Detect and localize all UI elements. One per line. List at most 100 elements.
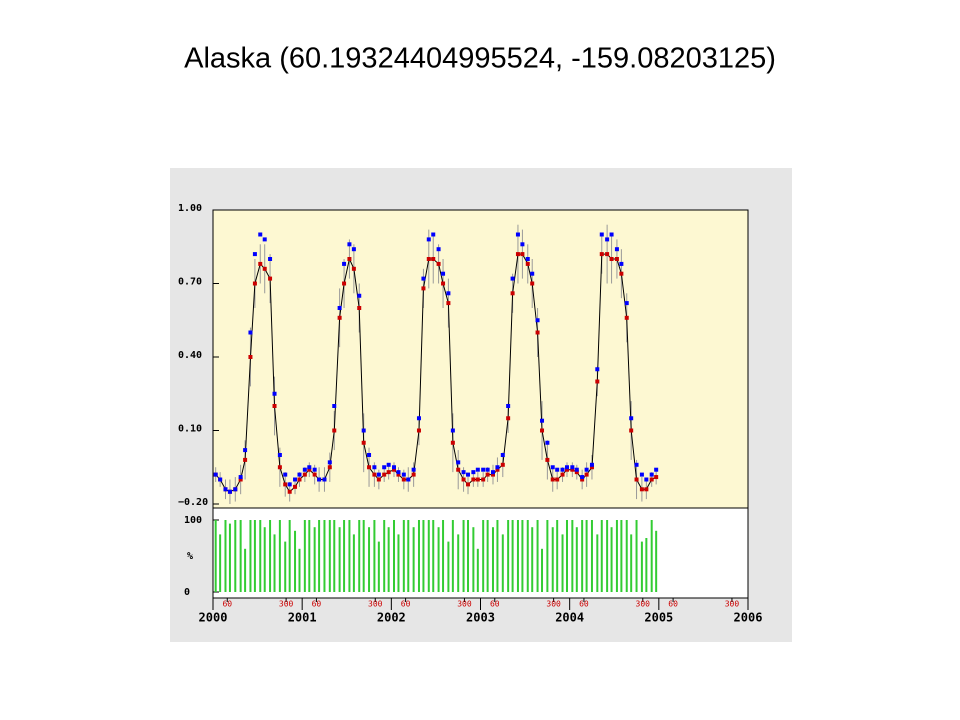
point [392, 467, 397, 472]
point [248, 330, 253, 335]
point [560, 472, 565, 477]
point [243, 457, 248, 462]
point [213, 472, 218, 477]
x-tick-label: 2004 [555, 611, 584, 625]
point [466, 482, 471, 487]
point [485, 467, 490, 472]
bar [581, 520, 584, 592]
bar [308, 520, 311, 592]
point [475, 467, 480, 472]
bar [501, 534, 504, 592]
y-tick-label: 0.10 [178, 424, 202, 435]
point [490, 470, 495, 475]
point [293, 477, 298, 482]
bar [655, 530, 658, 592]
point [367, 453, 372, 457]
point [436, 247, 441, 252]
point [307, 467, 312, 472]
bar [393, 520, 396, 592]
point [238, 475, 243, 480]
bar [228, 523, 231, 592]
point [272, 404, 277, 408]
bar [387, 527, 390, 592]
point [619, 271, 624, 276]
point [545, 457, 550, 462]
point [550, 465, 555, 470]
point [550, 477, 555, 482]
point [446, 301, 451, 306]
point [322, 477, 327, 482]
x-tick-label: 2001 [288, 611, 317, 625]
point [490, 472, 495, 477]
bar [491, 527, 494, 592]
point [262, 266, 267, 271]
upper-plot [212, 209, 749, 509]
point [555, 467, 560, 472]
point [629, 428, 634, 433]
bar [531, 527, 534, 592]
bar [313, 527, 316, 592]
point [411, 467, 416, 472]
point [535, 318, 540, 323]
point [515, 232, 520, 237]
day-tick-label: 60 [490, 600, 500, 609]
bar [259, 520, 262, 592]
point [396, 472, 401, 477]
bar [437, 527, 440, 592]
bar [432, 520, 435, 592]
y-tick-label: 0 [184, 587, 190, 598]
point [287, 482, 292, 487]
point [614, 257, 619, 261]
point [629, 416, 634, 421]
point [396, 470, 401, 475]
point [530, 281, 535, 286]
point [450, 440, 455, 445]
point [609, 257, 614, 261]
bar [625, 520, 628, 592]
point [386, 462, 391, 467]
day-tick-label: 60 [312, 600, 322, 609]
point [258, 261, 263, 266]
point [431, 232, 436, 237]
point [277, 453, 282, 457]
point [351, 247, 356, 252]
point [564, 467, 569, 472]
bar [640, 541, 643, 592]
y-tick-label: 0.70 [178, 277, 202, 288]
point [574, 470, 579, 475]
point [471, 470, 476, 475]
point [456, 460, 461, 465]
point [525, 261, 530, 266]
bar [511, 520, 514, 592]
point [624, 301, 629, 306]
bar [234, 520, 237, 592]
day-tick-label: 300 [368, 600, 383, 609]
point [555, 477, 560, 482]
point [268, 257, 273, 261]
bar [284, 541, 287, 592]
bar [645, 538, 648, 592]
point [372, 472, 377, 477]
point [570, 467, 575, 472]
bar [546, 520, 549, 592]
point [376, 472, 381, 477]
point [510, 291, 515, 296]
bar [635, 520, 638, 592]
bar [224, 520, 227, 592]
point [624, 315, 629, 320]
day-tick-label: 300 [457, 600, 472, 609]
point [416, 416, 421, 421]
bar [620, 520, 623, 592]
point [223, 487, 228, 492]
point [238, 477, 243, 482]
lower-plot [212, 507, 749, 599]
y-axis-label: % [187, 551, 193, 562]
bar [590, 520, 593, 592]
point [525, 257, 530, 261]
bar [630, 534, 633, 592]
point [510, 276, 515, 281]
bar [244, 548, 247, 592]
bar [377, 541, 380, 592]
bar [278, 520, 281, 592]
point [450, 428, 455, 433]
